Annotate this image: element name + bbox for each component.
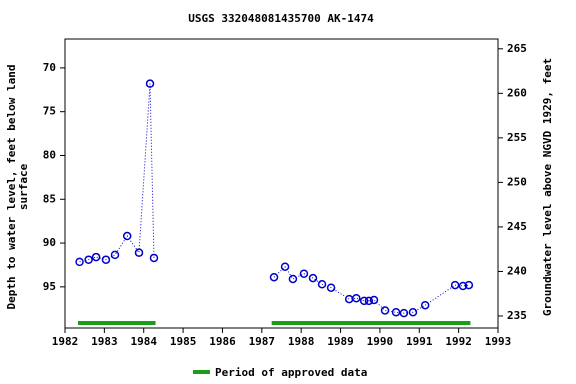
data-point bbox=[359, 296, 369, 306]
y-tick-label: 80 bbox=[43, 148, 56, 161]
data-point bbox=[299, 269, 309, 278]
y-axis-label: Depth to water level, feet below land bbox=[5, 64, 18, 309]
series-line bbox=[273, 265, 469, 314]
data-point bbox=[110, 250, 120, 260]
y-tick-label: 70 bbox=[43, 61, 56, 74]
data-point bbox=[84, 255, 93, 264]
y-tick-label: 90 bbox=[43, 236, 56, 249]
data-point bbox=[464, 280, 474, 290]
x-tick-label: 1993 bbox=[485, 335, 512, 348]
y2-tick-label: 240 bbox=[507, 264, 527, 277]
y2-tick-label: 260 bbox=[507, 86, 527, 99]
data-point bbox=[458, 281, 468, 291]
y-tick-label: 75 bbox=[43, 105, 56, 118]
data-point bbox=[399, 308, 409, 318]
data-point bbox=[352, 293, 361, 303]
y2-axis-label: Groundwater level above NGVD 1929, feet bbox=[541, 58, 554, 316]
x-tick-label: 1992 bbox=[445, 335, 472, 348]
x-tick-label: 1987 bbox=[249, 335, 276, 348]
y2-tick-label: 235 bbox=[507, 309, 527, 322]
x-tick-label: 1984 bbox=[130, 335, 157, 348]
y2-tick-label: 245 bbox=[507, 220, 527, 233]
x-tick-label: 1990 bbox=[367, 335, 394, 348]
data-point bbox=[269, 272, 279, 282]
x-tick-label: 1989 bbox=[327, 335, 354, 348]
data-point bbox=[75, 257, 84, 267]
data-point bbox=[149, 253, 159, 263]
data-point bbox=[134, 248, 144, 257]
data-point bbox=[408, 307, 418, 317]
x-tick-label: 1988 bbox=[288, 335, 315, 348]
data-point bbox=[145, 79, 155, 88]
data-point bbox=[391, 307, 401, 317]
data-point bbox=[308, 273, 318, 283]
y2-tick-label: 265 bbox=[507, 42, 527, 55]
data-point bbox=[91, 252, 101, 262]
x-tick-label: 1982 bbox=[52, 335, 79, 348]
data-point bbox=[122, 231, 132, 241]
legend-label: Period of approved data bbox=[215, 366, 367, 379]
x-tick-label: 1991 bbox=[406, 335, 433, 348]
series-line bbox=[79, 83, 155, 263]
data-point bbox=[101, 255, 111, 264]
y2-tick-label: 255 bbox=[507, 131, 527, 144]
data-point bbox=[380, 306, 390, 315]
data-point bbox=[450, 280, 460, 290]
y2-tick-label: 250 bbox=[507, 175, 527, 188]
data-point bbox=[364, 296, 374, 306]
plot-frame bbox=[64, 38, 499, 329]
x-tick-label: 1986 bbox=[209, 335, 236, 348]
x-tick-label: 1983 bbox=[91, 335, 118, 348]
y-tick-label: 85 bbox=[43, 192, 56, 205]
data-point bbox=[420, 300, 430, 310]
x-tick-label: 1985 bbox=[170, 335, 197, 348]
y-axis-label: surface bbox=[17, 163, 30, 210]
data-point bbox=[317, 279, 327, 289]
data-point bbox=[369, 295, 379, 305]
y-tick-label: 95 bbox=[43, 280, 56, 293]
data-point bbox=[326, 283, 336, 292]
data-point bbox=[280, 262, 290, 271]
chart-title: USGS 332048081435700 AK-1474 bbox=[188, 12, 374, 25]
data-point bbox=[288, 274, 298, 284]
